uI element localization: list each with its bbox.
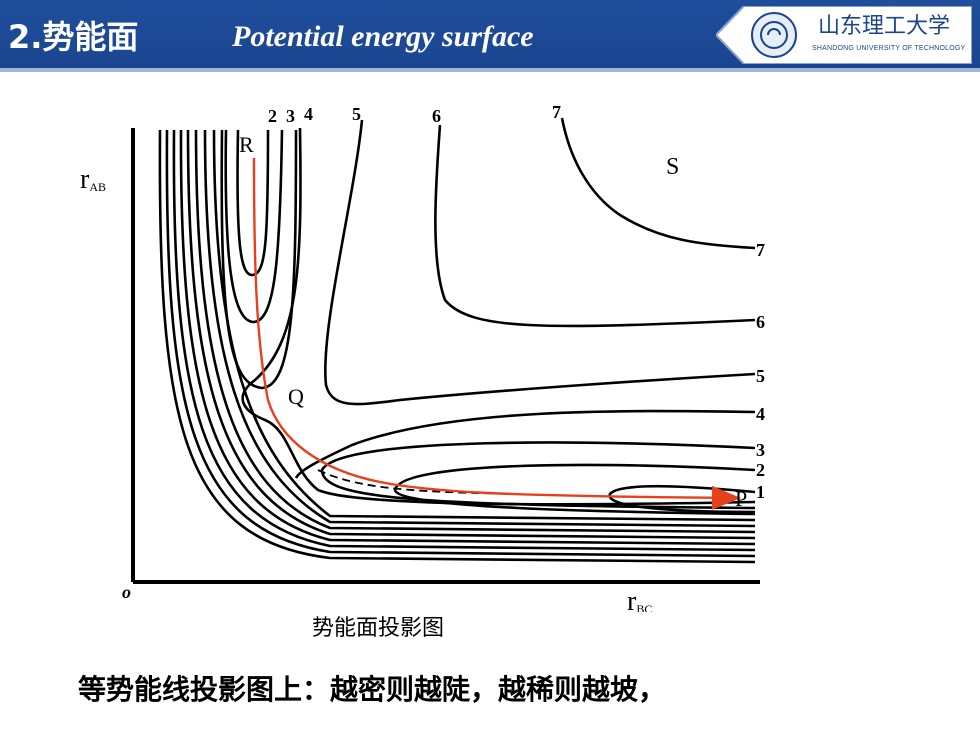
logo-text: 山东理工大学 xyxy=(818,14,951,39)
title-underline xyxy=(0,68,980,72)
right-label-1: 1 xyxy=(756,482,765,502)
contour-line xyxy=(158,129,756,564)
contour-line-2 xyxy=(393,463,756,516)
top-label-6: 6 xyxy=(432,106,441,126)
contour-line xyxy=(179,129,756,546)
point-r-label: R xyxy=(239,132,254,157)
contour-group-r-valley xyxy=(220,129,298,390)
section-title-english: Potential energy surface xyxy=(232,20,534,53)
top-label-7: 7 xyxy=(552,102,561,122)
point-q-label: Q xyxy=(288,384,304,409)
right-label-4: 4 xyxy=(756,404,765,424)
reaction-path xyxy=(252,157,741,510)
origin-label: o xyxy=(122,582,131,602)
contour-line-5 xyxy=(324,119,756,406)
right-label-5: 5 xyxy=(756,366,765,386)
right-label-3: 3 xyxy=(756,440,765,460)
x-axis-label: rBC xyxy=(627,586,652,612)
section-title: 2.势能面 xyxy=(8,18,139,56)
contour-line-6 xyxy=(434,124,756,328)
point-p-label: P xyxy=(735,486,747,511)
contour-line-2 xyxy=(224,129,284,324)
y-axis-label: rAB xyxy=(80,164,106,195)
contour-line-1 xyxy=(608,484,756,514)
contour-line xyxy=(165,129,756,558)
logo-badge xyxy=(716,6,972,64)
contour-line xyxy=(172,129,756,552)
right-label-2: 2 xyxy=(756,460,765,480)
pes-diagram: rAB rBC o R Q S P 2 3 4 5 6 7 7 6 5 4 3 … xyxy=(80,102,765,612)
top-label-4: 4 xyxy=(304,104,313,124)
contour-line-1 xyxy=(236,129,270,277)
logo-subtitle: SHANDONG UNIVERSITY OF TECHNOLOGY xyxy=(812,45,966,52)
contour-line-7 xyxy=(560,117,756,250)
top-label-5: 5 xyxy=(352,104,361,124)
top-label-2: 2 xyxy=(268,106,277,126)
contour-line xyxy=(194,129,756,534)
contour-line xyxy=(186,129,756,540)
contour-line-4b xyxy=(294,409,756,479)
bottom-text: 等势能线投影图上：越密则越陡，越稀则越坡， xyxy=(78,673,667,706)
diagram-caption: 势能面投影图 xyxy=(312,616,445,641)
right-label-7: 7 xyxy=(756,240,765,260)
university-seal-icon xyxy=(751,12,797,58)
right-label-6: 6 xyxy=(756,312,765,332)
top-label-3: 3 xyxy=(286,106,295,126)
contour-line-4 xyxy=(241,127,756,506)
contour-group-saddle xyxy=(241,127,756,506)
contour-line-3 xyxy=(220,129,298,390)
point-s-label: S xyxy=(666,154,679,180)
contour-line xyxy=(203,129,756,528)
